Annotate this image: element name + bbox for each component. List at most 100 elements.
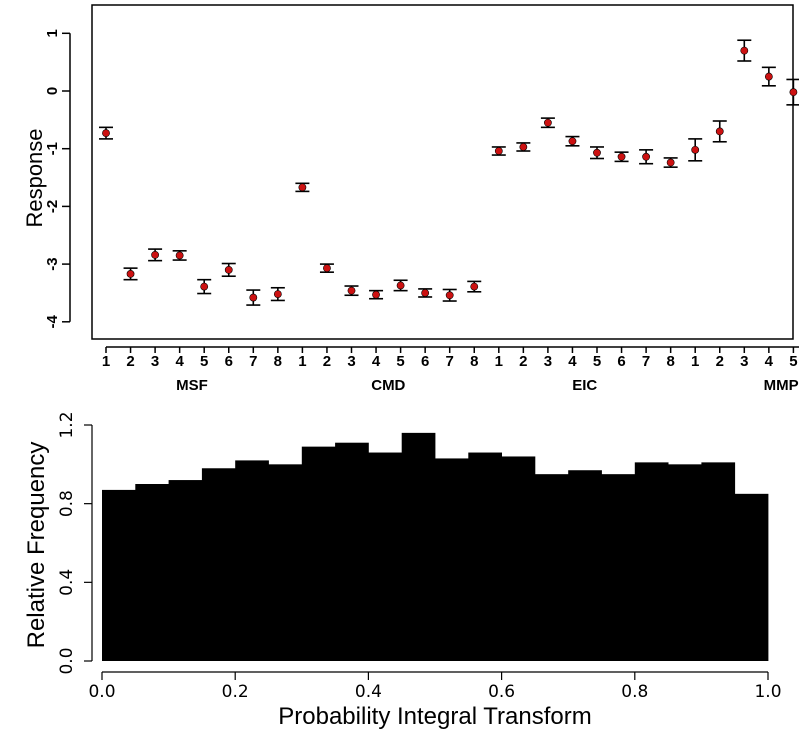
y-axis: 0.0 0.4 0.8 1.2: [57, 411, 93, 675]
x-axis-label: Probability Integral Transform: [278, 703, 591, 730]
histogram-bar: [135, 484, 169, 661]
x-tick-label: 5: [593, 353, 601, 370]
histogram-bar: [468, 452, 502, 661]
x-tick-label: 1: [495, 353, 503, 370]
histogram-bar: [235, 460, 269, 661]
histogram-bar: [368, 452, 403, 661]
data-point: [347, 286, 356, 295]
y-tick-label: 1: [44, 29, 61, 37]
x-tick-label: 4: [568, 353, 577, 370]
group-label: CMD: [371, 377, 405, 394]
histogram-bar: [568, 470, 602, 661]
histogram-bar: [301, 446, 336, 661]
data-point: [470, 282, 479, 291]
x-tick-label: 4: [765, 353, 774, 370]
histogram-bar: [168, 480, 203, 661]
y-tick-label: 0.8: [57, 490, 77, 517]
x-tick-label: 5: [396, 353, 404, 370]
y-axis-label: Relative Frequency: [23, 442, 50, 649]
data-point: [445, 291, 454, 300]
x-tick-label: 1: [298, 353, 306, 370]
x-tick-label: 6: [421, 353, 429, 370]
data-point: [691, 145, 700, 154]
x-tick-label: 0.4: [355, 682, 382, 702]
plot-frame: [91, 4, 794, 340]
x-tick-label: 4: [372, 353, 381, 370]
x-tick-label: 0.8: [621, 682, 648, 702]
x-tick-label: 3: [740, 353, 748, 370]
data-point: [224, 265, 233, 274]
group-labels: MSF CMD EIC MMP: [176, 377, 799, 394]
x-tick-label: 8: [666, 353, 674, 370]
histogram-bar: [668, 464, 702, 661]
y-tick-label: 0.0: [57, 647, 77, 674]
data-point: [544, 118, 552, 127]
y-axis: 1 0 -1 -2 -3 -4: [44, 29, 71, 328]
x-tick-label: 7: [642, 353, 650, 370]
data-point: [421, 289, 430, 297]
y-axis-label: Response: [22, 128, 47, 227]
histogram-bar: [501, 456, 536, 661]
data-point: [200, 282, 209, 291]
x-tick-label: 8: [470, 353, 478, 370]
histogram-bars: [102, 432, 769, 661]
data-point: [102, 129, 110, 138]
x-tick-label: 6: [617, 353, 625, 370]
histogram-bar: [401, 432, 436, 661]
histogram-bar: [435, 458, 469, 661]
x-tick-label: 1: [102, 353, 110, 370]
x-tick-label: 3: [347, 353, 355, 370]
x-tick-label: 2: [126, 353, 134, 370]
data-point: [323, 264, 331, 273]
group-label: MSF: [176, 377, 208, 394]
data-points: [99, 39, 799, 306]
x-tick-label: 1.0: [754, 682, 781, 702]
y-tick-label: 0.4: [57, 569, 77, 596]
y-tick-label: 1.2: [57, 411, 77, 438]
histogram-bar: [701, 462, 736, 661]
x-tick-label: 0.2: [222, 682, 249, 702]
x-tick-label: 2: [716, 353, 724, 370]
data-point: [151, 250, 159, 259]
data-point: [126, 270, 135, 278]
histogram-bar: [335, 442, 369, 661]
histogram-bar: [201, 468, 236, 661]
y-tick-label: -4: [44, 314, 61, 328]
x-tick-label: 5: [789, 353, 797, 370]
data-point: [273, 290, 282, 299]
x-tick-label: 7: [249, 353, 257, 370]
data-point: [715, 127, 724, 136]
x-tick-label: 4: [175, 353, 184, 370]
data-point: [519, 143, 528, 151]
histogram-plot: 0.0 0.4 0.8 1.2 0.0 0.2 0.4 0.6 0.8 1.0 Relative…: [23, 411, 782, 730]
x-tick-label: 1: [691, 353, 699, 370]
data-point: [396, 281, 405, 290]
data-point: [298, 183, 307, 192]
data-point: [175, 251, 184, 260]
histogram-bar: [634, 462, 669, 661]
y-tick-label: 0: [44, 87, 61, 95]
data-point: [568, 137, 577, 146]
x-tick-label: 2: [519, 353, 527, 370]
data-point: [593, 148, 601, 157]
x-tick-label: 0.6: [488, 682, 515, 702]
x-tick-label: 3: [151, 353, 159, 370]
data-point: [617, 152, 626, 161]
y-tick-label: -2: [44, 200, 61, 213]
x-tick-label: 5: [200, 353, 208, 370]
histogram-bar: [601, 474, 636, 661]
data-point: [764, 72, 773, 81]
group-label: MMP: [764, 377, 799, 394]
x-axis: 0.0 0.2 0.4 0.6 0.8 1.0: [88, 671, 782, 702]
data-point: [740, 46, 749, 55]
histogram-bar: [268, 464, 303, 661]
group-label: EIC: [572, 377, 597, 394]
data-point: [789, 88, 798, 97]
data-point: [372, 290, 380, 299]
histogram-bar: [534, 474, 569, 661]
x-tick-label: 3: [544, 353, 552, 370]
data-point: [642, 152, 650, 161]
x-axis: 12345678123456781234567812345678: [102, 346, 799, 370]
data-point: [666, 158, 675, 167]
